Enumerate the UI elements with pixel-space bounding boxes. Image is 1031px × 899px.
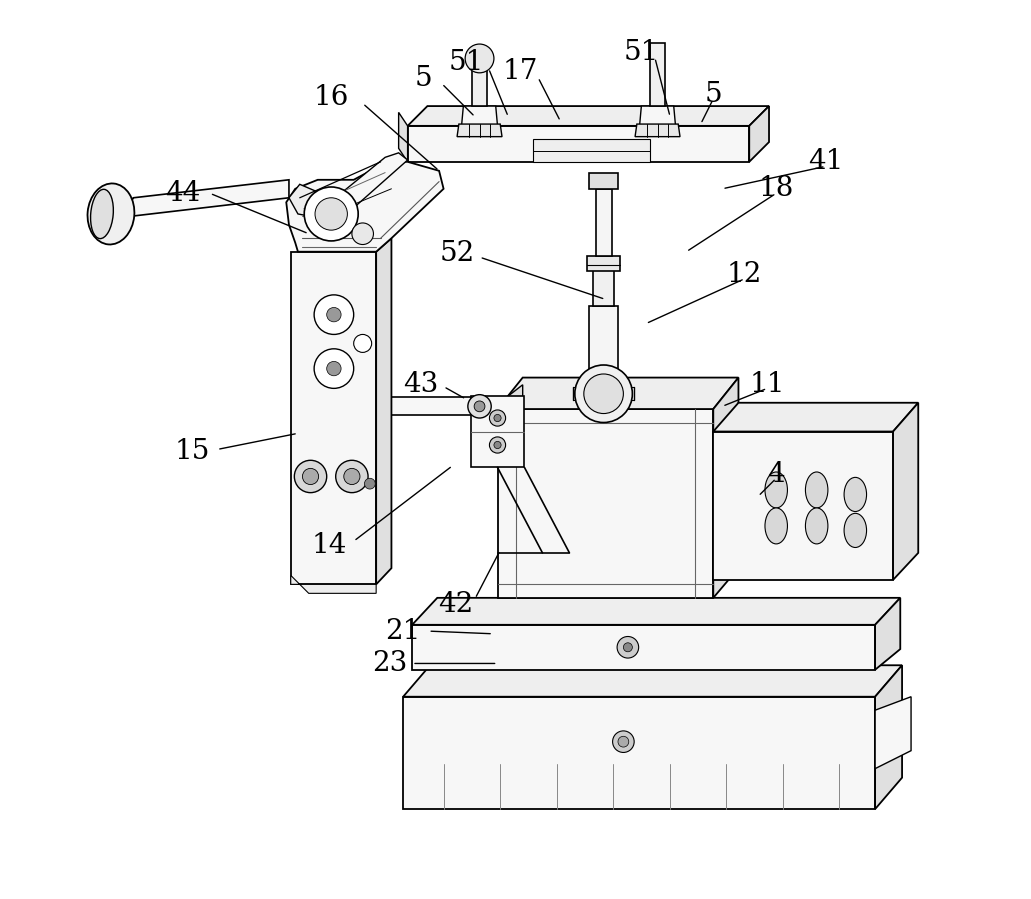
Text: 42: 42 <box>437 591 473 618</box>
Ellipse shape <box>765 508 788 544</box>
Circle shape <box>314 349 354 388</box>
Text: 51: 51 <box>624 39 659 66</box>
Polygon shape <box>407 126 750 162</box>
Text: 52: 52 <box>439 240 474 267</box>
Polygon shape <box>376 238 392 584</box>
Circle shape <box>494 441 501 449</box>
Circle shape <box>490 410 505 426</box>
Ellipse shape <box>844 513 867 547</box>
Ellipse shape <box>88 183 134 245</box>
Polygon shape <box>291 252 376 584</box>
Circle shape <box>584 374 624 414</box>
Polygon shape <box>588 256 620 271</box>
Circle shape <box>343 468 360 485</box>
Polygon shape <box>412 598 900 625</box>
Polygon shape <box>635 124 680 137</box>
Polygon shape <box>457 124 502 137</box>
Text: 43: 43 <box>403 371 439 398</box>
Polygon shape <box>498 378 738 409</box>
Ellipse shape <box>805 472 828 508</box>
Text: 41: 41 <box>808 148 843 175</box>
Text: 14: 14 <box>311 532 347 559</box>
Circle shape <box>294 460 327 493</box>
Circle shape <box>302 468 319 485</box>
Text: 18: 18 <box>759 175 794 202</box>
Circle shape <box>490 437 505 453</box>
Polygon shape <box>651 43 665 106</box>
Circle shape <box>624 643 632 652</box>
Circle shape <box>465 44 494 73</box>
Polygon shape <box>713 403 919 432</box>
Circle shape <box>352 223 373 245</box>
Circle shape <box>468 395 491 418</box>
Polygon shape <box>533 139 651 162</box>
Polygon shape <box>323 153 407 220</box>
Text: 44: 44 <box>165 180 200 207</box>
Polygon shape <box>590 173 618 189</box>
Polygon shape <box>407 106 769 126</box>
Polygon shape <box>462 106 498 126</box>
Polygon shape <box>593 270 614 306</box>
Polygon shape <box>120 180 289 218</box>
Polygon shape <box>371 397 506 415</box>
Text: 5: 5 <box>415 65 433 92</box>
Polygon shape <box>639 106 675 126</box>
Circle shape <box>494 414 501 422</box>
Circle shape <box>618 636 638 658</box>
Polygon shape <box>875 598 900 670</box>
Ellipse shape <box>844 477 867 512</box>
Polygon shape <box>470 396 525 467</box>
Circle shape <box>612 731 634 752</box>
Ellipse shape <box>91 190 113 238</box>
Polygon shape <box>875 665 902 809</box>
Circle shape <box>315 198 347 230</box>
Circle shape <box>336 460 368 493</box>
Polygon shape <box>498 409 713 598</box>
Polygon shape <box>596 189 611 256</box>
Polygon shape <box>403 697 875 809</box>
Text: 16: 16 <box>313 84 348 111</box>
Circle shape <box>314 295 354 334</box>
Polygon shape <box>412 625 875 670</box>
Polygon shape <box>750 106 769 162</box>
Polygon shape <box>893 403 919 580</box>
Text: 11: 11 <box>750 371 785 398</box>
Polygon shape <box>289 184 344 220</box>
Polygon shape <box>590 306 618 387</box>
Polygon shape <box>472 61 487 106</box>
Ellipse shape <box>805 508 828 544</box>
Text: 15: 15 <box>174 438 209 465</box>
Polygon shape <box>291 575 376 593</box>
Ellipse shape <box>765 472 788 508</box>
Circle shape <box>354 334 371 352</box>
Circle shape <box>575 365 632 423</box>
Polygon shape <box>713 378 738 598</box>
Circle shape <box>304 187 358 241</box>
Polygon shape <box>399 112 407 162</box>
Text: 5: 5 <box>704 81 722 108</box>
Text: 12: 12 <box>727 261 763 288</box>
Text: 17: 17 <box>502 58 538 85</box>
Circle shape <box>327 361 341 376</box>
Circle shape <box>474 401 485 412</box>
Text: 4: 4 <box>767 461 785 488</box>
Polygon shape <box>403 665 902 697</box>
Circle shape <box>365 478 375 489</box>
Text: 23: 23 <box>372 650 407 677</box>
Circle shape <box>327 307 341 322</box>
Polygon shape <box>287 162 443 252</box>
Polygon shape <box>506 385 523 415</box>
Text: 51: 51 <box>448 49 484 76</box>
Text: 21: 21 <box>386 618 421 645</box>
Circle shape <box>618 736 629 747</box>
Polygon shape <box>875 697 911 769</box>
Polygon shape <box>713 432 893 580</box>
